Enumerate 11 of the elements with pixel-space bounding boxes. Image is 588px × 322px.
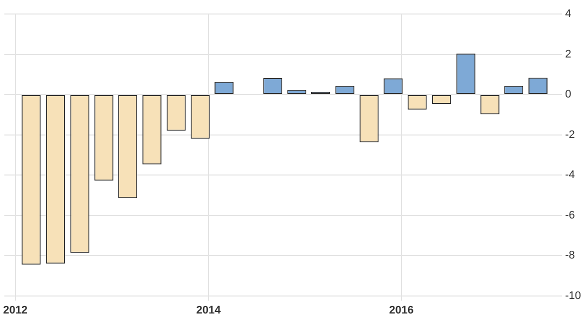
x-tick-label: 2016 <box>389 304 414 316</box>
x-tick-label: 2014 <box>196 304 222 316</box>
y-tick-label: -8 <box>565 250 575 262</box>
y-tick-label: -10 <box>565 290 582 302</box>
y-tick-label: 4 <box>565 8 572 20</box>
y-tick-label: -6 <box>565 209 575 222</box>
y-tick-label: 2 <box>565 48 572 60</box>
y-tick-label: -2 <box>565 128 575 141</box>
y-tick-label: -4 <box>565 169 575 182</box>
x-tick-label: 2012 <box>3 304 28 316</box>
y-tick-label: 0 <box>565 88 572 101</box>
